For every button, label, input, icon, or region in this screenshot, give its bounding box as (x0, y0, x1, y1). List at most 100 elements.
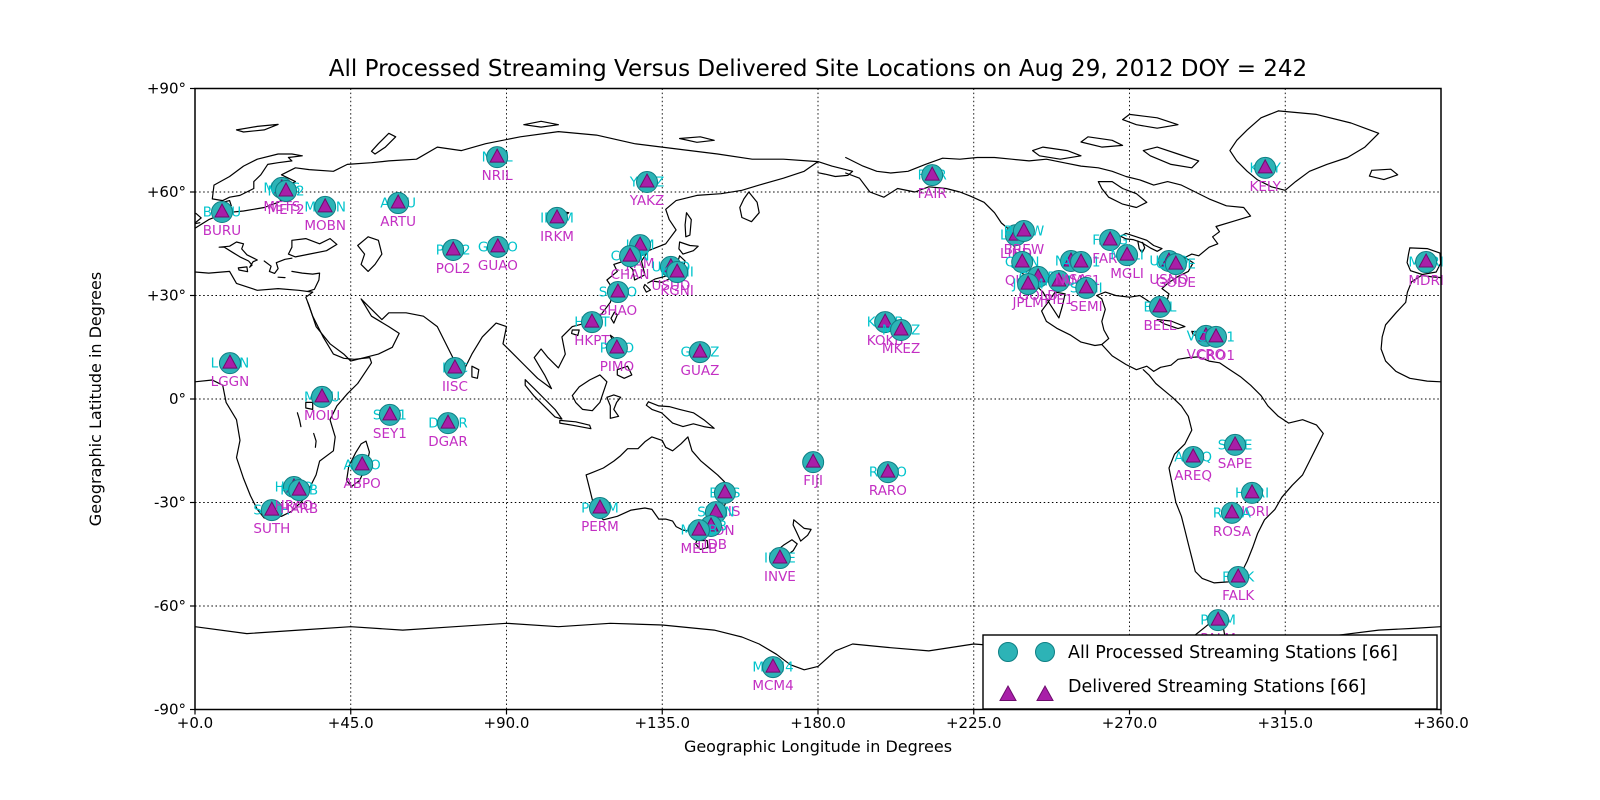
delivered-station-label: FALK (1222, 588, 1255, 604)
station-perm: PERMPERM (581, 497, 619, 535)
legend-frame (982, 634, 1438, 710)
station-abpo: ABPOABPO (344, 453, 381, 492)
y-tick-label: -30° (154, 494, 186, 512)
station-suth: SUTHSUTH (253, 499, 290, 537)
delivered-station-marker (893, 320, 909, 336)
station-pol2: POL2POL2 (436, 238, 471, 277)
delivered-station-marker (610, 282, 626, 298)
delivered-station-marker (278, 181, 294, 197)
delivered-station-marker (609, 338, 625, 354)
legend-delivered-marker-icon (999, 684, 1017, 701)
coastline-path (1421, 274, 1441, 279)
coastline-path (523, 120, 559, 128)
station-semi: SEMISEMI (1070, 276, 1103, 315)
coastline-path (1368, 168, 1399, 181)
coastline-path (263, 257, 293, 274)
coastline-path (845, 156, 1252, 347)
delivered-station-marker (382, 405, 398, 421)
station-moiu: MOIUMOIU (304, 385, 340, 424)
station-mdri: MDRIMDRI (1408, 251, 1444, 289)
station-mgli: MGLIMGLI (1110, 244, 1144, 282)
x-tick-label: +225.0 (946, 714, 1002, 732)
coastline-path (1122, 113, 1179, 129)
delivered-station-label: BELL (1144, 318, 1177, 334)
legend-label-delivered: Delivered Streaming Stations [66] (1068, 677, 1366, 697)
coastline-path (1119, 232, 1163, 252)
delivered-station-marker (632, 236, 648, 251)
delivered-station-label: HKPT (574, 333, 610, 349)
coastline-path (606, 394, 622, 419)
coastline-path (296, 412, 302, 428)
station-raro: RARORARO (869, 461, 907, 499)
delivered-station-label: MCM4 (752, 678, 793, 694)
delivered-station-marker (489, 148, 505, 163)
delivered-station-label: MKEZ (882, 341, 920, 357)
y-tick-label: +30° (147, 287, 186, 305)
delivered-station-marker (765, 658, 781, 673)
delivered-station-label: ABPO (344, 476, 381, 492)
delivered-station-label: MOBN (304, 218, 346, 234)
delivered-station-label: SHAO (599, 303, 637, 319)
delivered-station-marker (1168, 255, 1184, 270)
station-brew: BREWBREW (1004, 219, 1044, 258)
coastline-path (1097, 181, 1148, 209)
station-dgar: DGARDGAR (428, 412, 468, 450)
delivered-station-marker (317, 197, 333, 213)
delivered-station-marker (1244, 483, 1260, 499)
delivered-station-marker (669, 262, 685, 278)
coastline-path (645, 401, 715, 429)
delivered-station-label: SAPE (1218, 456, 1253, 472)
delivered-station-marker (1257, 158, 1274, 174)
delivered-station-marker (445, 240, 462, 256)
coastline-path (235, 123, 279, 133)
delivered-station-marker (1078, 278, 1095, 294)
delivered-station-marker (1227, 435, 1243, 451)
delivered-station-marker (1210, 611, 1226, 626)
delivered-station-marker (1102, 230, 1118, 246)
x-tick-label: +45.0 (328, 714, 374, 732)
delivered-station-label: MDRI (1408, 273, 1443, 289)
delivered-station-marker (1119, 246, 1135, 261)
coastline-path (195, 301, 373, 519)
coastline-path (1229, 110, 1380, 191)
delivered-station-label: FAIR (918, 186, 947, 202)
station-pie1: PIE1PIE1 (1044, 270, 1074, 308)
delivered-station-marker (584, 313, 600, 328)
stations-layer: BURUBURUMETSMETSMET2MET2MOBNMOBNARTUARTU… (203, 146, 1444, 694)
delivered-station-label: AREQ (1174, 468, 1212, 484)
coastline-path (1142, 146, 1200, 169)
delivered-station-marker (390, 193, 407, 209)
coastline-path (357, 236, 383, 272)
axis-ticks: +0.0 +45.0 +90.0 +135.0 +180.0 +225.0 +270.0 +3… (147, 80, 1469, 733)
delivered-station-label: GUAZ (681, 363, 720, 379)
delivered-station-marker (1073, 252, 1089, 268)
station-fair: FAIRFAIR (918, 164, 947, 202)
coastline-path (1080, 136, 1124, 148)
coastline-path (559, 419, 592, 430)
delivered-station-marker (1208, 327, 1224, 343)
delivered-station-marker (291, 481, 308, 496)
coastline-path (684, 212, 692, 238)
y-axis-label: Geographic Latitude in Degrees (86, 272, 105, 526)
delivered-station-marker (1051, 271, 1067, 287)
coastline-path (195, 222, 201, 225)
station-shao: SHAOSHAO (599, 281, 637, 319)
coastline-path (287, 238, 338, 258)
delivered-station-label: PERM (581, 519, 619, 535)
coastline-path (524, 379, 563, 420)
delivered-station-label: MOIU (304, 408, 340, 424)
station-met2: MET2MET2 (268, 179, 305, 218)
station-falk: FALKFALK (1222, 566, 1255, 604)
coastline-path (817, 161, 854, 178)
station-harb: HARBHARB (280, 479, 318, 517)
delivered-station-label: ROSA (1213, 524, 1252, 540)
coastline-path (313, 432, 317, 448)
delivered-station-label: SUTH (253, 521, 290, 537)
x-tick-label: +270.0 (1102, 714, 1158, 732)
station-yakz: YAKZYAKZ (629, 170, 664, 209)
coastline-path (195, 161, 819, 390)
coastline-path (195, 131, 819, 229)
y-tick-label: +90° (147, 80, 186, 98)
coastline-path (678, 241, 699, 255)
